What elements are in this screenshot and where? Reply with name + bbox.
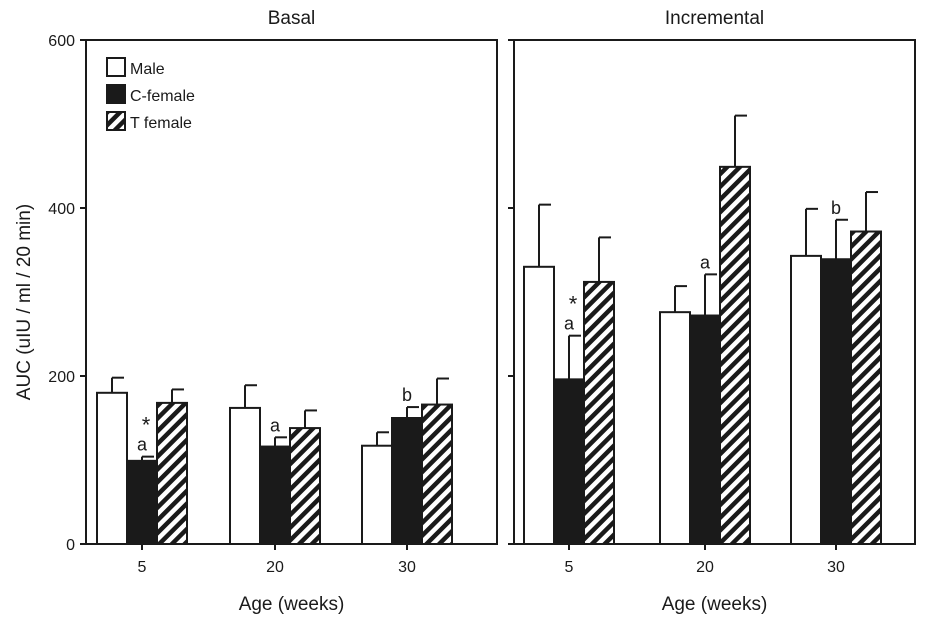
panel-title: Basal	[268, 8, 316, 29]
x-axis-label: Age (weeks)	[239, 594, 345, 615]
significance-letter: a	[137, 435, 148, 455]
significance-letter: a	[700, 252, 711, 272]
x-tick-label: 30	[398, 559, 416, 576]
significance-letter: a	[270, 415, 281, 435]
bar-male	[361, 444, 393, 545]
bar-t-female	[583, 280, 615, 545]
y-tick-label: 200	[48, 369, 75, 386]
bar-male	[523, 265, 555, 545]
bar-c-female	[553, 378, 585, 545]
significance-asterisk: *	[142, 413, 151, 438]
y-axis-label: AUC (uIU / ml / 20 min)	[14, 204, 35, 400]
bar-male	[659, 311, 691, 545]
bar-c-female	[259, 445, 291, 545]
bar-t-female	[719, 165, 751, 545]
bar-t-female	[289, 427, 321, 545]
bar-t-female	[850, 230, 882, 546]
panel-title: Incremental	[665, 8, 764, 29]
x-tick-label: 5	[138, 559, 147, 576]
bar-male	[790, 254, 822, 545]
x-axis-label: Age (weeks)	[662, 594, 768, 615]
significance-letter: b	[402, 385, 412, 405]
bar-t-female	[156, 401, 188, 545]
x-tick-label: 5	[565, 559, 574, 576]
bar-t-female	[421, 403, 453, 545]
y-tick-label: 400	[48, 201, 75, 218]
significance-letter: b	[831, 198, 841, 218]
significance-letter: a	[564, 314, 575, 334]
chart-legend: Male C-female T female	[106, 57, 195, 132]
x-tick-label: 20	[696, 559, 714, 576]
bar-male	[96, 391, 128, 545]
y-tick-label: 600	[48, 33, 75, 50]
legend-swatch	[106, 84, 126, 104]
legend-label: Male	[130, 61, 165, 78]
legend-swatch	[106, 57, 126, 77]
x-tick-label: 20	[266, 559, 284, 576]
y-tick-label: 0	[66, 537, 75, 554]
bar-male	[229, 406, 261, 546]
legend-swatch	[106, 111, 126, 131]
legend-label: T female	[130, 115, 192, 132]
significance-asterisk: *	[569, 292, 578, 317]
bar-c-female	[820, 258, 852, 545]
bar-c-female	[126, 459, 158, 545]
legend-label: C-female	[130, 88, 195, 105]
x-tick-label: 30	[827, 559, 845, 576]
bar-c-female	[689, 314, 721, 545]
bar-c-female	[391, 417, 423, 545]
